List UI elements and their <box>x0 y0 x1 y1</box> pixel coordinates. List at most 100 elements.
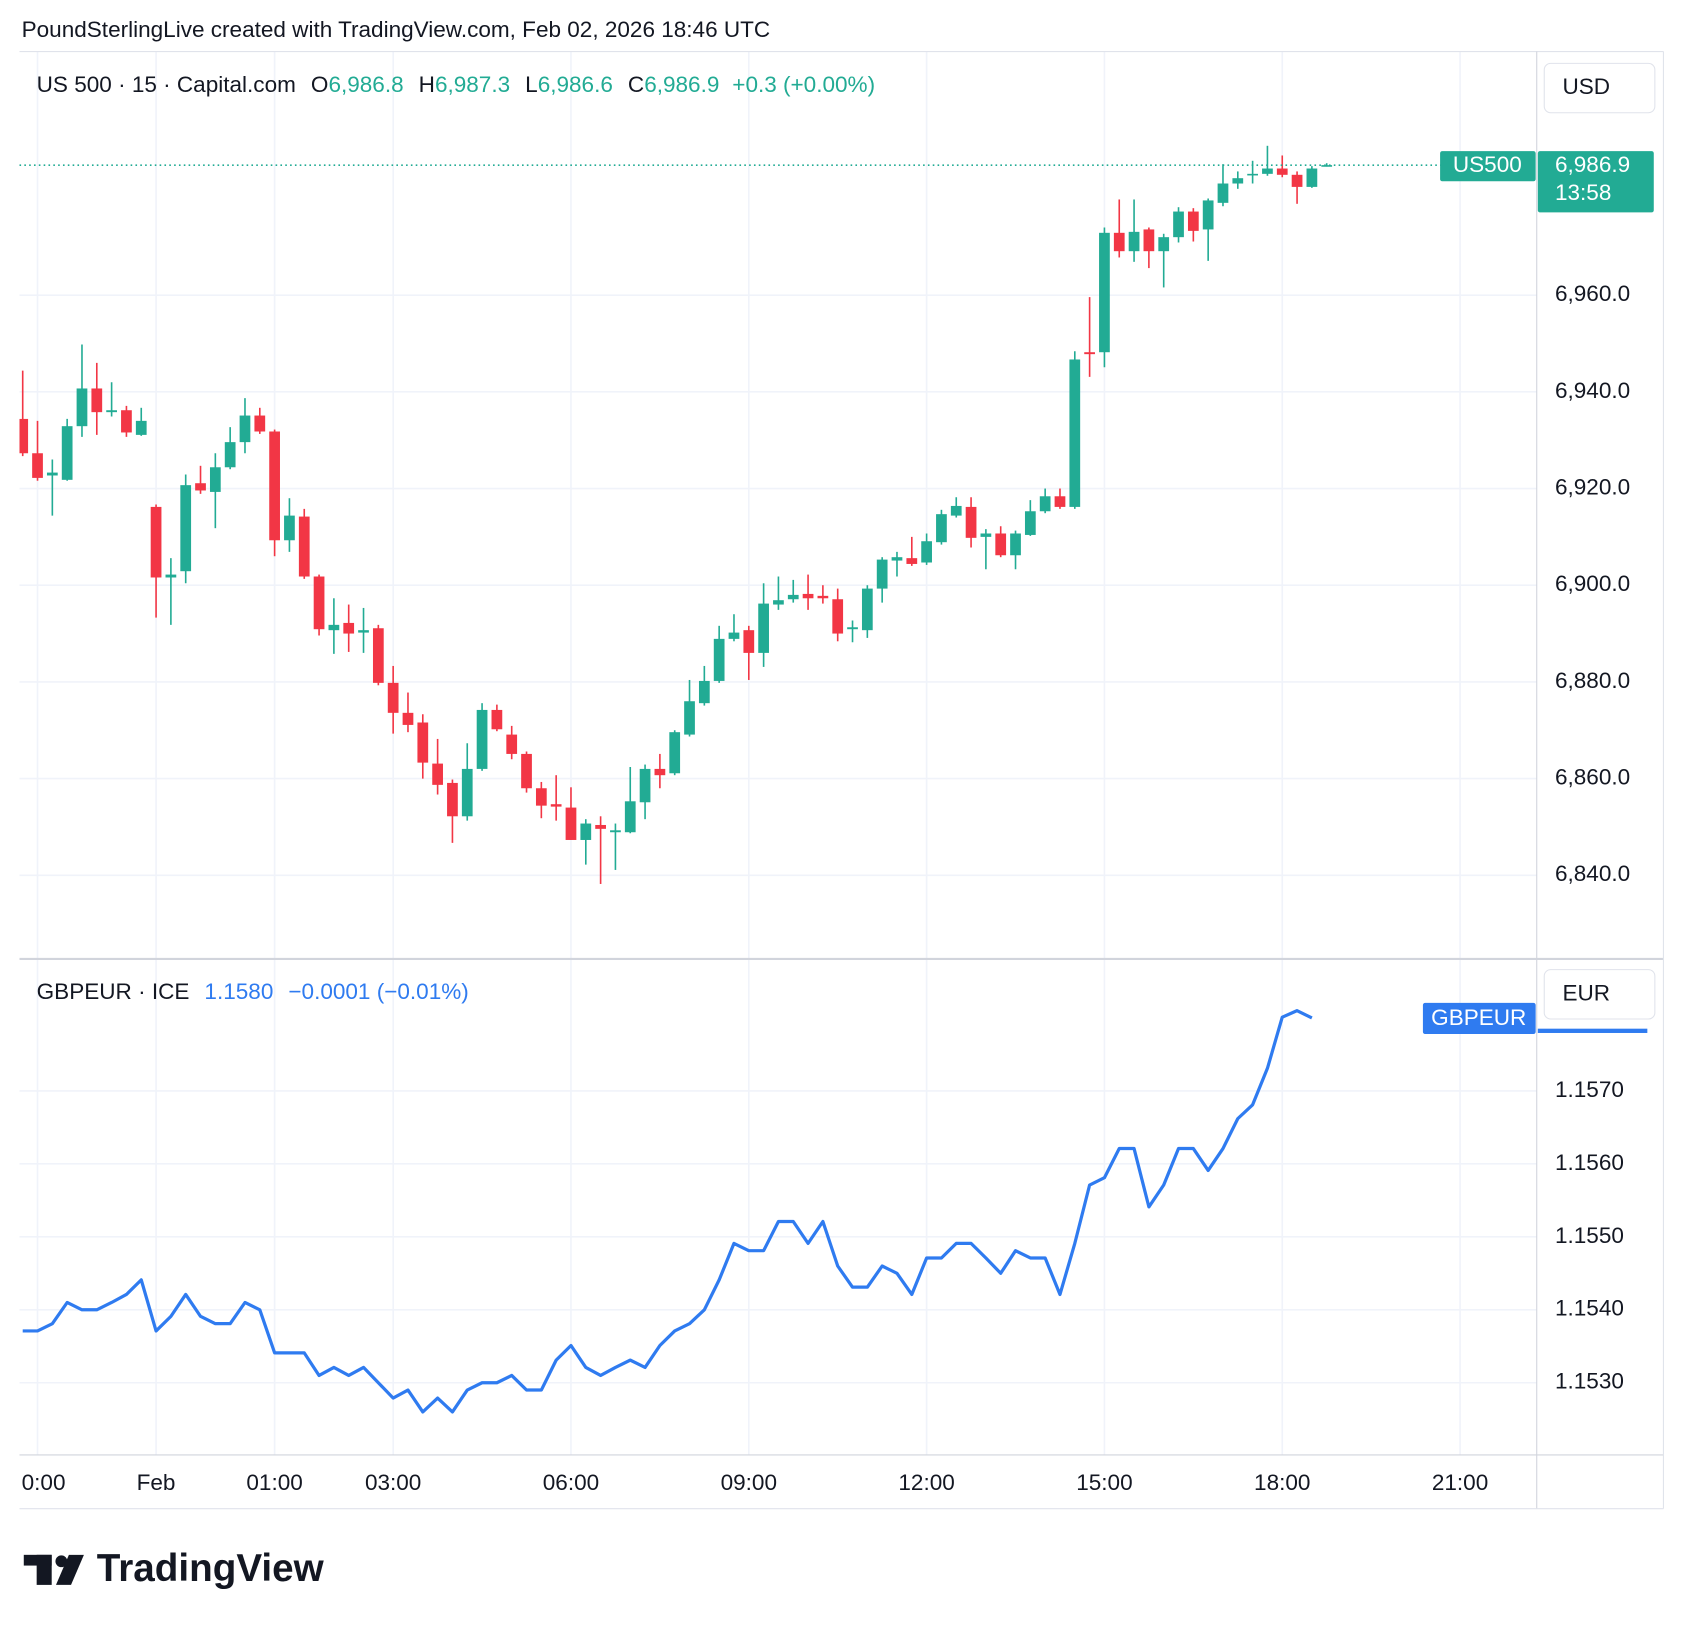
candle-body <box>1069 359 1081 507</box>
candle-body <box>669 732 681 774</box>
candle-body <box>343 622 355 634</box>
candle-body <box>91 388 103 413</box>
candle-body <box>787 594 799 600</box>
logo-text: TradingView <box>97 1547 325 1590</box>
legend-key: O <box>311 72 329 97</box>
candle-body <box>595 824 606 829</box>
candle-body <box>106 410 117 413</box>
legend-change: −0.0001 (−0.01%) <box>288 979 468 1004</box>
candle-body <box>1187 211 1199 231</box>
candle-body <box>491 709 503 730</box>
candle-body <box>209 467 221 492</box>
legend-symbol: US 500 · 15 · Capital.com <box>37 72 296 97</box>
candle-body <box>165 574 177 578</box>
legend-key: C <box>628 72 644 97</box>
candle-body <box>476 709 488 769</box>
candle-body <box>698 680 710 704</box>
logo-mark <box>55 1554 84 1585</box>
currency-button[interactable] <box>1543 969 1656 1020</box>
candle-body <box>1291 174 1303 187</box>
y-tick-label: 6,880.0 <box>1555 668 1630 693</box>
legend-change: +0.3 (+0.00%) <box>732 72 875 97</box>
y-tick-label: 1.1550 <box>1555 1223 1624 1248</box>
candle-body <box>1128 231 1140 252</box>
x-tick-label: 03:00 <box>365 1470 421 1495</box>
candle-body <box>610 830 621 833</box>
candle-body <box>773 600 784 605</box>
candle-body <box>743 630 755 653</box>
x-tick-label: 06:00 <box>543 1470 599 1495</box>
candle-body <box>906 558 918 564</box>
candle-body <box>921 541 932 563</box>
candle-body <box>1158 237 1170 252</box>
candle-body <box>1232 178 1244 184</box>
x-tick-label: 12:00 <box>898 1470 954 1495</box>
logo-mark <box>55 1555 68 1568</box>
candle-body <box>180 485 192 572</box>
header: PoundSterlingLive created with TradingVi… <box>22 17 771 42</box>
currency: EUR <box>1563 980 1611 1005</box>
candle-body <box>313 576 325 630</box>
x-tick-label: 18:00 <box>1254 1470 1310 1495</box>
candle-body <box>521 753 532 789</box>
candle-body <box>950 505 962 516</box>
symbol-tag-text: US500 <box>1453 152 1522 177</box>
candle-body <box>46 472 58 476</box>
price-marker <box>1537 1028 1648 1033</box>
candle-body <box>1010 533 1021 556</box>
candle-body <box>728 632 740 639</box>
legend: US 500 · 15 · Capital.com O6,986.8 H6,987.… <box>37 72 875 97</box>
symbol-tag-text: GBPEUR <box>1431 1005 1526 1030</box>
candle-body <box>861 588 873 631</box>
candle-body <box>1143 229 1155 252</box>
y-tick-label: 6,960.0 <box>1555 281 1630 306</box>
candle-body <box>224 442 236 468</box>
candle-body <box>239 415 251 443</box>
x-tick-label: 21:00 <box>1432 1470 1488 1495</box>
candle-body <box>758 603 769 653</box>
symbol-tag <box>1422 1002 1536 1035</box>
candle-body <box>580 823 592 840</box>
candle-body <box>1306 168 1318 187</box>
candle-body <box>254 415 266 432</box>
y-tick-label: 6,920.0 <box>1555 474 1630 499</box>
candle-body <box>506 734 518 754</box>
candle-body <box>684 701 695 735</box>
legend-key: L <box>525 72 538 97</box>
candle-body <box>76 388 88 427</box>
legend: GBPEUR · ICE 1.1580 −0.0001 (−0.01%) <box>37 979 469 1004</box>
y-tick-label: 1.1540 <box>1555 1296 1624 1321</box>
candle-body <box>847 627 858 630</box>
candle-body <box>624 801 636 833</box>
candle-body <box>298 516 310 577</box>
y-tick-label: 6,840.0 <box>1555 861 1630 886</box>
candle-body <box>195 483 206 491</box>
legend-value: 6,986.6 <box>538 72 613 97</box>
candle-body <box>417 722 429 763</box>
candle-body <box>891 557 903 561</box>
candle-body <box>1024 511 1036 535</box>
candle-body <box>402 712 414 725</box>
candle-body <box>150 506 162 578</box>
candle-body <box>1173 211 1184 238</box>
logo: TradingView <box>23 1547 325 1590</box>
candle-body <box>32 453 43 478</box>
price-tag-countdown: 13:58 <box>1555 180 1611 205</box>
price-tag-value: 6,986.9 <box>1555 152 1630 177</box>
x-tick-label: 15:00 <box>1076 1470 1132 1495</box>
legend-key: H <box>419 72 435 97</box>
currency-button[interactable] <box>1543 62 1656 114</box>
candle-body <box>1202 200 1214 230</box>
candle-body <box>1276 168 1288 175</box>
candle-body <box>1217 183 1229 203</box>
candle-body <box>565 807 577 840</box>
candle-body <box>654 768 666 776</box>
x-tick-label: 01:00 <box>246 1470 302 1495</box>
y-tick-label: 1.1560 <box>1555 1150 1624 1175</box>
candle-body <box>19 418 29 454</box>
candle-body <box>817 595 829 599</box>
candle-body <box>713 638 725 681</box>
x-tick-label: 09:00 <box>721 1470 777 1495</box>
